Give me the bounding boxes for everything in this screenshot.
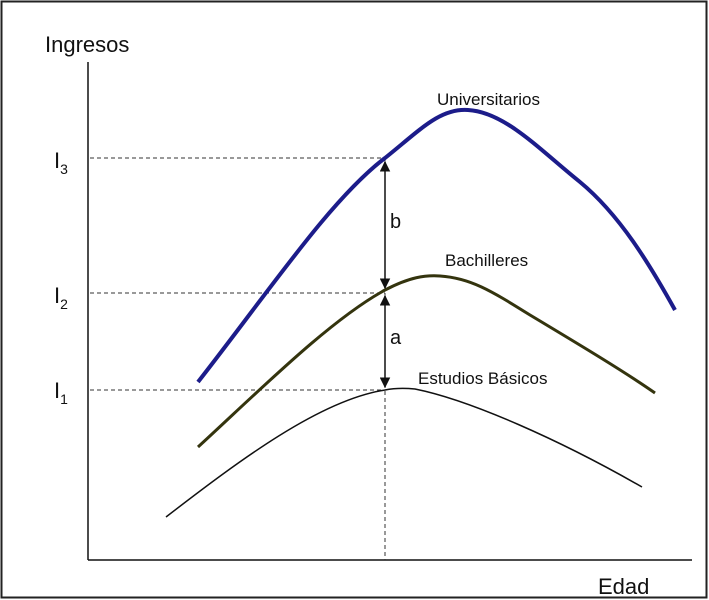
curve-bachilleres xyxy=(196,274,656,449)
gap-label: b xyxy=(390,211,401,233)
curve-label: Universitarios xyxy=(437,90,540,109)
curve-label: Bachilleres xyxy=(445,251,528,270)
y-axis-label: Ingresos xyxy=(45,32,129,57)
level-label: I2 xyxy=(54,283,68,312)
curve-universitarios xyxy=(196,107,677,384)
curve-basicos xyxy=(165,387,643,518)
curve-label: Estudios Básicos xyxy=(418,369,547,388)
gap-label: a xyxy=(390,327,402,349)
level-label: I1 xyxy=(54,378,68,407)
x-axis-label: Edad xyxy=(598,574,649,599)
level-label: I3 xyxy=(54,148,68,177)
